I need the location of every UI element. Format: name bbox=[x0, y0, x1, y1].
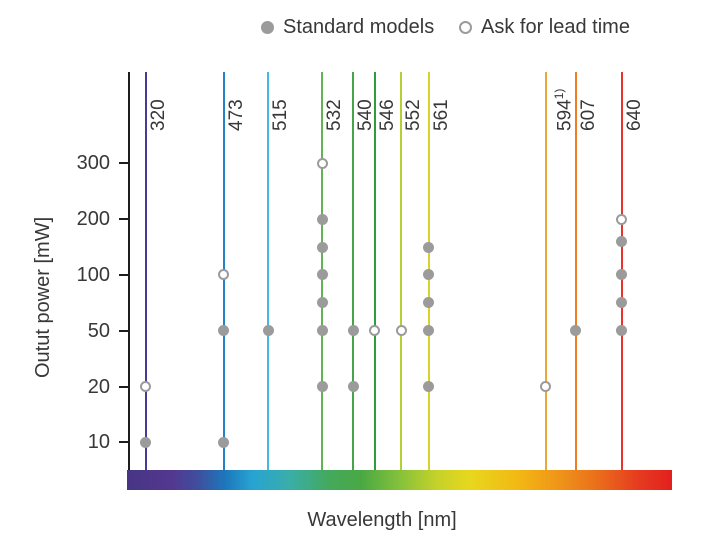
footnote-marker: 1) bbox=[551, 88, 566, 100]
legend-ask-lead-time-label: Ask for lead time bbox=[481, 15, 630, 38]
data-point-filled-473nm-10mW bbox=[218, 436, 230, 448]
wavelength-line-320 bbox=[144, 72, 147, 470]
data-point-filled-640nm-160mW bbox=[616, 235, 628, 247]
y-tick-10 bbox=[119, 441, 129, 444]
data-point-filled-540nm-20mW bbox=[347, 381, 359, 392]
wavelength-line-540 bbox=[352, 72, 355, 470]
y-tick-50 bbox=[119, 329, 129, 332]
wavelength-spectrum-bar bbox=[127, 470, 672, 490]
wavelength-label-594: 5941) bbox=[551, 88, 576, 131]
y-tick-300 bbox=[119, 162, 129, 165]
y-tick-label-50: 50 bbox=[87, 319, 110, 342]
y-axis-label: Outut power [mW] bbox=[32, 216, 54, 378]
x-axis-label: Wavelength [nm] bbox=[307, 509, 457, 531]
wavelength-label-473: 473 bbox=[225, 99, 247, 131]
legend-item-standard-models: Standard models bbox=[261, 15, 434, 39]
wavelength-label-561: 561 bbox=[430, 99, 452, 131]
data-point-filled-532nm-50mW bbox=[316, 325, 328, 337]
wavelength-label-532: 532 bbox=[324, 99, 346, 131]
data-point-filled-561nm-150mW bbox=[423, 241, 435, 253]
y-tick-label-200: 200 bbox=[76, 208, 110, 231]
data-point-filled-473nm-50mW bbox=[218, 325, 230, 337]
wavelength-label-546: 546 bbox=[376, 99, 398, 131]
wavelength-line-607 bbox=[574, 72, 577, 470]
data-point-filled-515nm-50mW bbox=[262, 325, 274, 337]
filled-circle-icon bbox=[261, 20, 274, 34]
y-tick-label-10: 10 bbox=[87, 431, 110, 454]
wavelength-line-515 bbox=[267, 72, 270, 470]
wavelength-label-640: 640 bbox=[623, 99, 645, 131]
data-point-open-640nm-200mW bbox=[616, 213, 628, 225]
wavelength-line-594 bbox=[544, 72, 547, 470]
y-tick-label-100: 100 bbox=[76, 263, 110, 286]
data-point-open-594nm-20mW bbox=[540, 381, 552, 392]
data-point-filled-640nm-50mW bbox=[616, 325, 628, 337]
data-point-filled-532nm-200mW bbox=[316, 213, 328, 225]
data-point-filled-532nm-75mW bbox=[316, 297, 328, 309]
data-point-filled-640nm-100mW bbox=[616, 269, 628, 281]
wavelength-label-515: 515 bbox=[270, 99, 292, 131]
data-point-filled-640nm-75mW bbox=[616, 297, 628, 309]
data-point-filled-561nm-20mW bbox=[423, 381, 435, 392]
wavelength-label-607: 607 bbox=[577, 99, 599, 131]
data-point-filled-540nm-50mW bbox=[347, 325, 359, 337]
data-point-filled-532nm-100mW bbox=[316, 269, 328, 281]
data-point-filled-320nm-10mW bbox=[140, 436, 152, 448]
data-point-open-546nm-50mW bbox=[369, 325, 381, 337]
data-point-filled-561nm-50mW bbox=[423, 325, 435, 337]
data-point-filled-607nm-50mW bbox=[570, 325, 582, 337]
data-point-open-552nm-50mW bbox=[395, 325, 407, 337]
y-tick-label-300: 300 bbox=[76, 152, 110, 175]
open-circle-icon bbox=[459, 20, 472, 34]
data-point-filled-561nm-100mW bbox=[423, 269, 435, 281]
data-point-filled-532nm-20mW bbox=[316, 381, 328, 392]
data-point-open-532nm-300mW bbox=[316, 157, 328, 169]
wavelength-line-546 bbox=[373, 72, 376, 470]
data-point-filled-561nm-75mW bbox=[423, 297, 435, 309]
wavelength-line-552 bbox=[400, 72, 403, 470]
legend-item-ask-lead-time: Ask for lead time bbox=[459, 15, 630, 39]
y-tick-100 bbox=[119, 273, 129, 276]
y-tick-label-20: 20 bbox=[87, 375, 110, 398]
data-point-open-473nm-100mW bbox=[218, 269, 230, 281]
y-tick-20 bbox=[119, 385, 129, 388]
data-point-open-320nm-20mW bbox=[140, 381, 152, 392]
wavelength-label-320: 320 bbox=[147, 99, 169, 131]
legend-standard-models-label: Standard models bbox=[283, 15, 435, 38]
data-point-filled-532nm-150mW bbox=[316, 241, 328, 253]
wavelength-label-552: 552 bbox=[403, 99, 425, 131]
y-axis-line bbox=[128, 72, 130, 470]
y-tick-200 bbox=[119, 218, 129, 221]
